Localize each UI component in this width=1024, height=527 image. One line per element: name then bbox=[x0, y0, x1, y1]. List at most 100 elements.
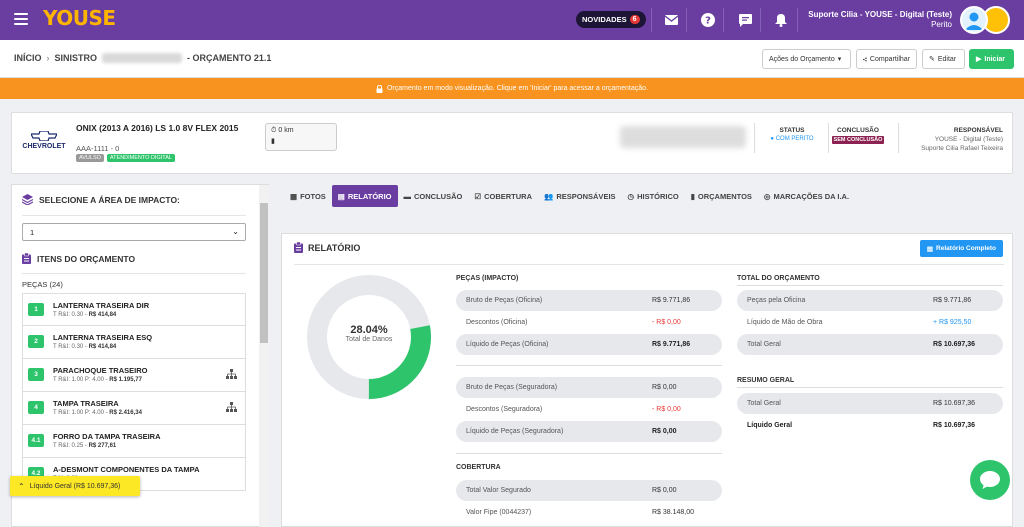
liquido-geral-toggle[interactable]: ⌃ Líquido Geral (R$ 10.697,36) bbox=[10, 476, 140, 496]
items-list: 1 LANTERNA TRASEIRA DIR T R&I: 0.30 - R$… bbox=[22, 293, 246, 491]
divider bbox=[898, 123, 899, 153]
tab-label: HISTÓRICO bbox=[637, 191, 679, 201]
report-row: Líquido Geral R$ 10.697,36 bbox=[737, 415, 1003, 436]
orcamentos-icon: ▮ bbox=[690, 191, 695, 201]
report-row: Bruto de Peças (Oficina) R$ 9.771,86 bbox=[456, 290, 722, 311]
responsavel-label: RESPONSÁVEL bbox=[953, 127, 1003, 134]
tab-conclusao[interactable]: ▬ CONCLUSÃO bbox=[398, 185, 469, 207]
top-bar: YOUSE NOVIDADES 6 ? Suporte Cilia - YOUS… bbox=[0, 0, 1024, 40]
pecas-count: PEÇAS (24) bbox=[22, 280, 63, 289]
vehicle-name: ONIX (2013 A 2016) LS 1.0 8V FLEX 2015 bbox=[76, 123, 239, 133]
chat-icon[interactable] bbox=[736, 11, 754, 29]
historico-icon: ◷ bbox=[627, 191, 635, 201]
redacted-claim-number bbox=[102, 53, 183, 63]
area-impacto-select[interactable]: 1 ⌄ bbox=[22, 223, 246, 241]
item-number: 1 bbox=[28, 303, 44, 316]
item-value: R$ 1.195,77 bbox=[109, 377, 142, 383]
relatorio-completo-button[interactable]: ▤ Relatório Completo bbox=[919, 240, 1003, 257]
row-label: Bruto de Peças (Seguradora) bbox=[466, 384, 558, 391]
breadcrumb-bar: INÍCIO › SINISTRO - ORÇAMENTO 21.1 Ações… bbox=[0, 40, 1024, 78]
scrollbar[interactable] bbox=[259, 185, 269, 527]
report-row: Descontos (Oficina) - R$ 0,00 bbox=[456, 312, 722, 333]
tab-historico[interactable]: ◷ HISTÓRICO bbox=[622, 185, 685, 207]
divider bbox=[294, 264, 1004, 265]
menu-icon[interactable] bbox=[14, 13, 28, 25]
tab-fotos[interactable]: ▦ FOTOS bbox=[284, 185, 332, 207]
item-title: A-DESMONT COMPONENTES DA TAMPA bbox=[53, 465, 200, 474]
chevrolet-bowtie-icon bbox=[31, 131, 57, 141]
tab-relatorio[interactable]: ▤ RELATÓRIO bbox=[331, 185, 398, 207]
tab-label: RESPONSÁVEIS bbox=[556, 191, 616, 201]
item-sub: T R&I: 0.30 - bbox=[53, 312, 89, 318]
bell-icon[interactable] bbox=[772, 11, 790, 29]
status-value: COM PERITO bbox=[775, 136, 814, 142]
chevron-up-icon: ⌃ bbox=[18, 481, 25, 491]
tab-marcacoes-ia[interactable]: ◎ MARCAÇÕES DA I.A. bbox=[758, 185, 855, 207]
acoes-orcamento-dropdown[interactable]: Ações do Orçamento ▾ bbox=[762, 49, 851, 69]
chat-bubble-button[interactable] bbox=[970, 460, 1010, 500]
conclusao-col: CONCLUSÃO SEM CONCLUSÃO bbox=[827, 126, 889, 145]
tab-label: FOTOS bbox=[300, 191, 326, 201]
item-title: PARACHOQUE TRASEIRO bbox=[53, 366, 148, 375]
donut-label: Total de Danos bbox=[345, 336, 393, 343]
item-sub: T R&I: 0.30 - bbox=[53, 344, 89, 350]
chevron-right-icon: › bbox=[46, 53, 50, 63]
hierarchy-icon[interactable] bbox=[226, 402, 237, 412]
row-value: R$ 10.697,36 bbox=[933, 400, 976, 407]
item-number: 4 bbox=[28, 401, 44, 414]
row-label: Total Valor Segurado bbox=[466, 487, 531, 494]
novidades-count: 6 bbox=[629, 15, 640, 24]
pencil-icon: ✎ bbox=[929, 56, 935, 63]
row-label: Descontos (Seguradora) bbox=[466, 406, 543, 413]
user-role: Perito bbox=[931, 20, 952, 29]
item-title: TAMPA TRASEIRA bbox=[53, 399, 119, 408]
editar-button[interactable]: ✎ Editar bbox=[922, 49, 965, 69]
item-number: 3 bbox=[28, 368, 44, 381]
item-value: R$ 414,84 bbox=[88, 312, 117, 318]
list-item[interactable]: 3 PARACHOQUE TRASEIRO T R&I: 1.00 P: 4.0… bbox=[22, 359, 246, 392]
divider bbox=[22, 215, 246, 216]
view-mode-warning: Orçamento em modo visualização. Clique e… bbox=[0, 78, 1024, 99]
donut-percent: 28.04% bbox=[350, 324, 388, 336]
mail-icon[interactable] bbox=[662, 11, 680, 29]
row-value: R$ 10.697,36 bbox=[933, 341, 976, 348]
list-item[interactable]: 4.1 FORRO DA TAMPA TRASEIRA T R&I: 0.25 … bbox=[22, 425, 246, 458]
list-item[interactable]: 4 TAMPA TRASEIRA T R&I: 1.00 P: 4.00 - R… bbox=[22, 392, 246, 425]
row-label: Valor Fipe (0044237) bbox=[466, 509, 532, 516]
conclusao-badge: SEM CONCLUSÃO bbox=[831, 136, 885, 144]
list-item[interactable]: 1 LANTERNA TRASEIRA DIR T R&I: 0.30 - R$… bbox=[22, 293, 246, 326]
pecas-impacto-title: PEÇAS (IMPACTO) bbox=[456, 275, 519, 282]
responsavel-line1: YOUSE - Digital (Teste) bbox=[934, 136, 1003, 143]
help-icon[interactable]: ? bbox=[699, 11, 717, 29]
iniciar-button[interactable]: ▶ Iniciar bbox=[969, 49, 1014, 69]
tab-orcamentos[interactable]: ▮ ORÇAMENTOS bbox=[685, 185, 758, 207]
user-info[interactable]: Suporte Cilia - YOUSE - Digital (Teste) … bbox=[808, 10, 952, 30]
breadcrumb-orcamento: - ORÇAMENTO 21.1 bbox=[187, 53, 272, 63]
row-value: - R$ 0,00 bbox=[652, 319, 681, 326]
breadcrumb-sinistro[interactable]: SINISTRO bbox=[54, 53, 98, 63]
tab-label: CONCLUSÃO bbox=[414, 191, 463, 201]
area-impacto-header: SELECIONE A ÁREA DE IMPACTO: bbox=[22, 194, 180, 205]
breadcrumb-inicio[interactable]: INÍCIO bbox=[14, 53, 42, 63]
compartilhar-button[interactable]: Compartilhar bbox=[856, 49, 917, 69]
novidades-button[interactable]: NOVIDADES 6 bbox=[576, 11, 646, 28]
report-title: RELATÓRIO bbox=[308, 242, 361, 253]
fotos-icon: ▦ bbox=[290, 191, 298, 201]
divider bbox=[22, 273, 246, 274]
avatar[interactable] bbox=[960, 6, 988, 34]
conclusao-label: CONCLUSÃO bbox=[837, 127, 879, 134]
tab-cobertura[interactable]: ☑ COBERTURA bbox=[468, 185, 538, 207]
hierarchy-icon[interactable] bbox=[226, 369, 237, 379]
logo[interactable]: YOUSE bbox=[43, 6, 116, 30]
list-item[interactable]: 2 LANTERNA TRASEIRA ESQ T R&I: 0.30 - R$… bbox=[22, 326, 246, 359]
tab-responsaveis[interactable]: 👥 RESPONSÁVEIS bbox=[538, 185, 622, 207]
row-value: R$ 10.697,36 bbox=[933, 422, 976, 429]
clipboard-icon bbox=[294, 242, 303, 253]
resumo-geral-title: RESUMO GERAL bbox=[737, 377, 795, 384]
marcacoes-ia-icon: ◎ bbox=[763, 191, 771, 201]
row-label: Líquido Geral bbox=[747, 422, 793, 429]
scrollbar-thumb[interactable] bbox=[260, 203, 268, 343]
lock-icon bbox=[376, 84, 383, 93]
layers-icon bbox=[22, 194, 33, 205]
row-label: Líquido de Peças (Seguradora) bbox=[466, 428, 564, 435]
